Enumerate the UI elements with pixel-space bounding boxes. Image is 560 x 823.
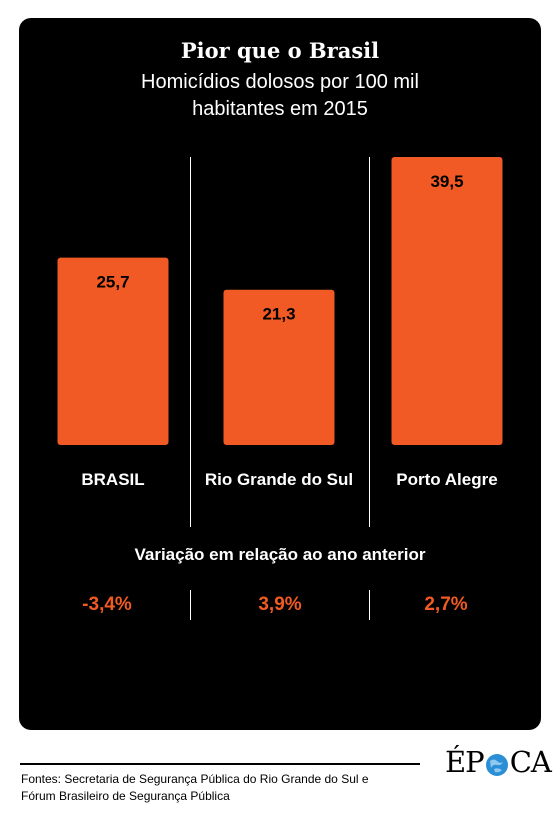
source-line-2: Fórum Brasileiro de Segurança Pública [21,789,230,803]
subtitle-line-2: habitantes em 2015 [192,98,368,120]
chart-title: Pior que o Brasil [180,38,380,63]
variation-divider-1 [190,590,191,620]
bar-value-label-porto-alegre: 39,5 [430,172,463,191]
logo-text-right: CA [509,745,552,779]
column-divider-2 [369,157,370,527]
column-divider-1 [190,157,191,527]
variation-divider-2 [369,590,370,620]
bar-value-label-rio-grande-do-sul: 21,3 [262,305,295,324]
logo-text-left: ÉP [445,745,485,779]
category-label-porto-alegre: Porto Alegre [396,470,497,489]
footer-rule [20,763,420,765]
variation-value-rio-grande-do-sul: 3,9% [258,594,302,615]
category-label-rio-grande-do-sul: Rio Grande do Sul [205,470,353,489]
bar-brasil [57,257,169,445]
chart-subtitle: Homicídios dolosos por 100 mil habitante… [0,69,560,123]
category-label-brasil: BRASIL [81,470,144,489]
globe-icon [485,750,509,776]
epoca-logo: ÉP CA [445,745,552,779]
subtitle-line-1: Homicídios dolosos por 100 mil [141,71,419,93]
bar-rio-grande-do-sul [223,289,335,445]
variation-title: Variação em relação ao ano anterior [134,545,426,564]
bar-porto-alegre [391,157,503,445]
variation-value-brasil: -3,4% [82,594,132,615]
source-line-1: Fontes: Secretaria de Segurança Pública … [21,772,369,786]
source-note: Fontes: Secretaria de Segurança Pública … [21,771,441,805]
bar-value-label-brasil: 25,7 [96,273,129,292]
variation-value-porto-alegre: 2,7% [424,594,468,615]
